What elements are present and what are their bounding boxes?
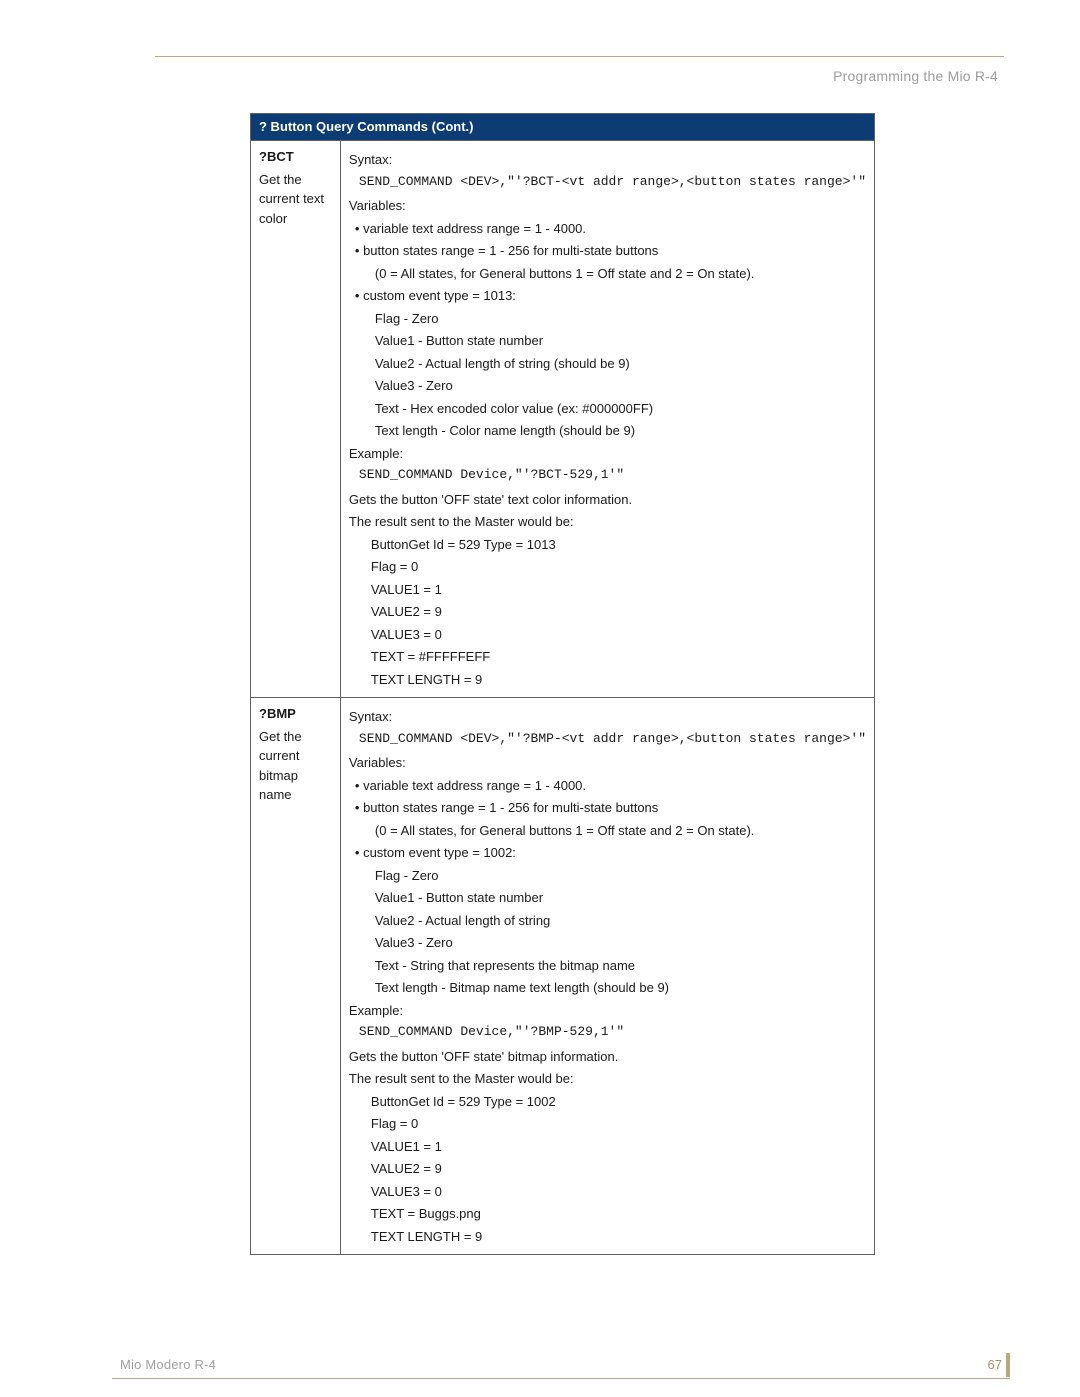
table-row: ?BMP Get the current bitmap name Syntax:…: [251, 698, 874, 1255]
event-field: Text - Hex encoded color value (ex: #000…: [349, 399, 866, 419]
event-field: Value1 - Button state number: [349, 331, 866, 351]
variable-bullet: custom event type = 1002:: [349, 843, 866, 863]
result-line: TEXT LENGTH = 9: [349, 1227, 866, 1247]
example-label: Example:: [349, 1001, 866, 1021]
result-line: VALUE1 = 1: [349, 580, 866, 600]
event-field: Value2 - Actual length of string: [349, 911, 866, 931]
event-field: Value3 - Zero: [349, 376, 866, 396]
result-line: VALUE3 = 0: [349, 625, 866, 645]
event-field: Text - String that represents the bitmap…: [349, 956, 866, 976]
example-code: SEND_COMMAND Device,"'?BCT-529,1'": [349, 463, 866, 487]
table-row: ?BCT Get the current text color Syntax: …: [251, 141, 874, 698]
commands-table: ? Button Query Commands (Cont.) ?BCT Get…: [250, 113, 875, 1255]
result-line: ButtonGet Id = 529 Type = 1002: [349, 1092, 866, 1112]
event-field: Flag - Zero: [349, 309, 866, 329]
result-line: VALUE2 = 9: [349, 1159, 866, 1179]
footer-accent-bar: [1006, 1353, 1010, 1377]
top-rule: [155, 56, 1004, 57]
variable-bullet: variable text address range = 1 - 4000.: [349, 776, 866, 796]
event-field: Value2 - Actual length of string (should…: [349, 354, 866, 374]
command-description: Get the current text color: [259, 170, 332, 229]
variable-bullet: button states range = 1 - 256 for multi-…: [349, 241, 866, 261]
result-line: Flag = 0: [349, 1114, 866, 1134]
page-number: 67: [988, 1357, 1002, 1372]
example-note: Gets the button 'OFF state' text color i…: [349, 490, 866, 510]
variable-sub: (0 = All states, for General buttons 1 =…: [349, 821, 866, 841]
bottom-rule: [112, 1378, 1010, 1379]
variables-label: Variables:: [349, 753, 866, 773]
event-field: Text length - Color name length (should …: [349, 421, 866, 441]
variable-bullet: button states range = 1 - 256 for multi-…: [349, 798, 866, 818]
event-field: Text length - Bitmap name text length (s…: [349, 978, 866, 998]
variable-sub: (0 = All states, for General buttons 1 =…: [349, 264, 866, 284]
result-line: TEXT = #FFFFFEFF: [349, 647, 866, 667]
result-line: VALUE2 = 9: [349, 602, 866, 622]
event-field: Value3 - Zero: [349, 933, 866, 953]
result-line: Flag = 0: [349, 557, 866, 577]
result-label: The result sent to the Master would be:: [349, 1069, 866, 1089]
command-name: ?BMP: [259, 704, 332, 724]
example-code: SEND_COMMAND Device,"'?BMP-529,1'": [349, 1020, 866, 1044]
variables-label: Variables:: [349, 196, 866, 216]
syntax-code: SEND_COMMAND <DEV>,"'?BCT-<vt addr range…: [349, 170, 866, 194]
result-line: TEXT = Buggs.png: [349, 1204, 866, 1224]
example-note: Gets the button 'OFF state' bitmap infor…: [349, 1047, 866, 1067]
event-field: Flag - Zero: [349, 866, 866, 886]
event-field: Value1 - Button state number: [349, 888, 866, 908]
result-line: ButtonGet Id = 529 Type = 1013: [349, 535, 866, 555]
result-line: TEXT LENGTH = 9: [349, 670, 866, 690]
syntax-label: Syntax:: [349, 150, 866, 170]
variable-bullet: variable text address range = 1 - 4000.: [349, 219, 866, 239]
section-header: Programming the Mio R-4: [833, 68, 998, 84]
syntax-label: Syntax:: [349, 707, 866, 727]
result-line: VALUE3 = 0: [349, 1182, 866, 1202]
command-description: Get the current bitmap name: [259, 727, 332, 805]
table-title: ? Button Query Commands (Cont.): [251, 114, 874, 140]
result-label: The result sent to the Master would be:: [349, 512, 866, 532]
result-line: VALUE1 = 1: [349, 1137, 866, 1157]
variable-bullet: custom event type = 1013:: [349, 286, 866, 306]
example-label: Example:: [349, 444, 866, 464]
command-name: ?BCT: [259, 147, 332, 167]
footer-product: Mio Modero R-4: [120, 1357, 216, 1372]
syntax-code: SEND_COMMAND <DEV>,"'?BMP-<vt addr range…: [349, 727, 866, 751]
